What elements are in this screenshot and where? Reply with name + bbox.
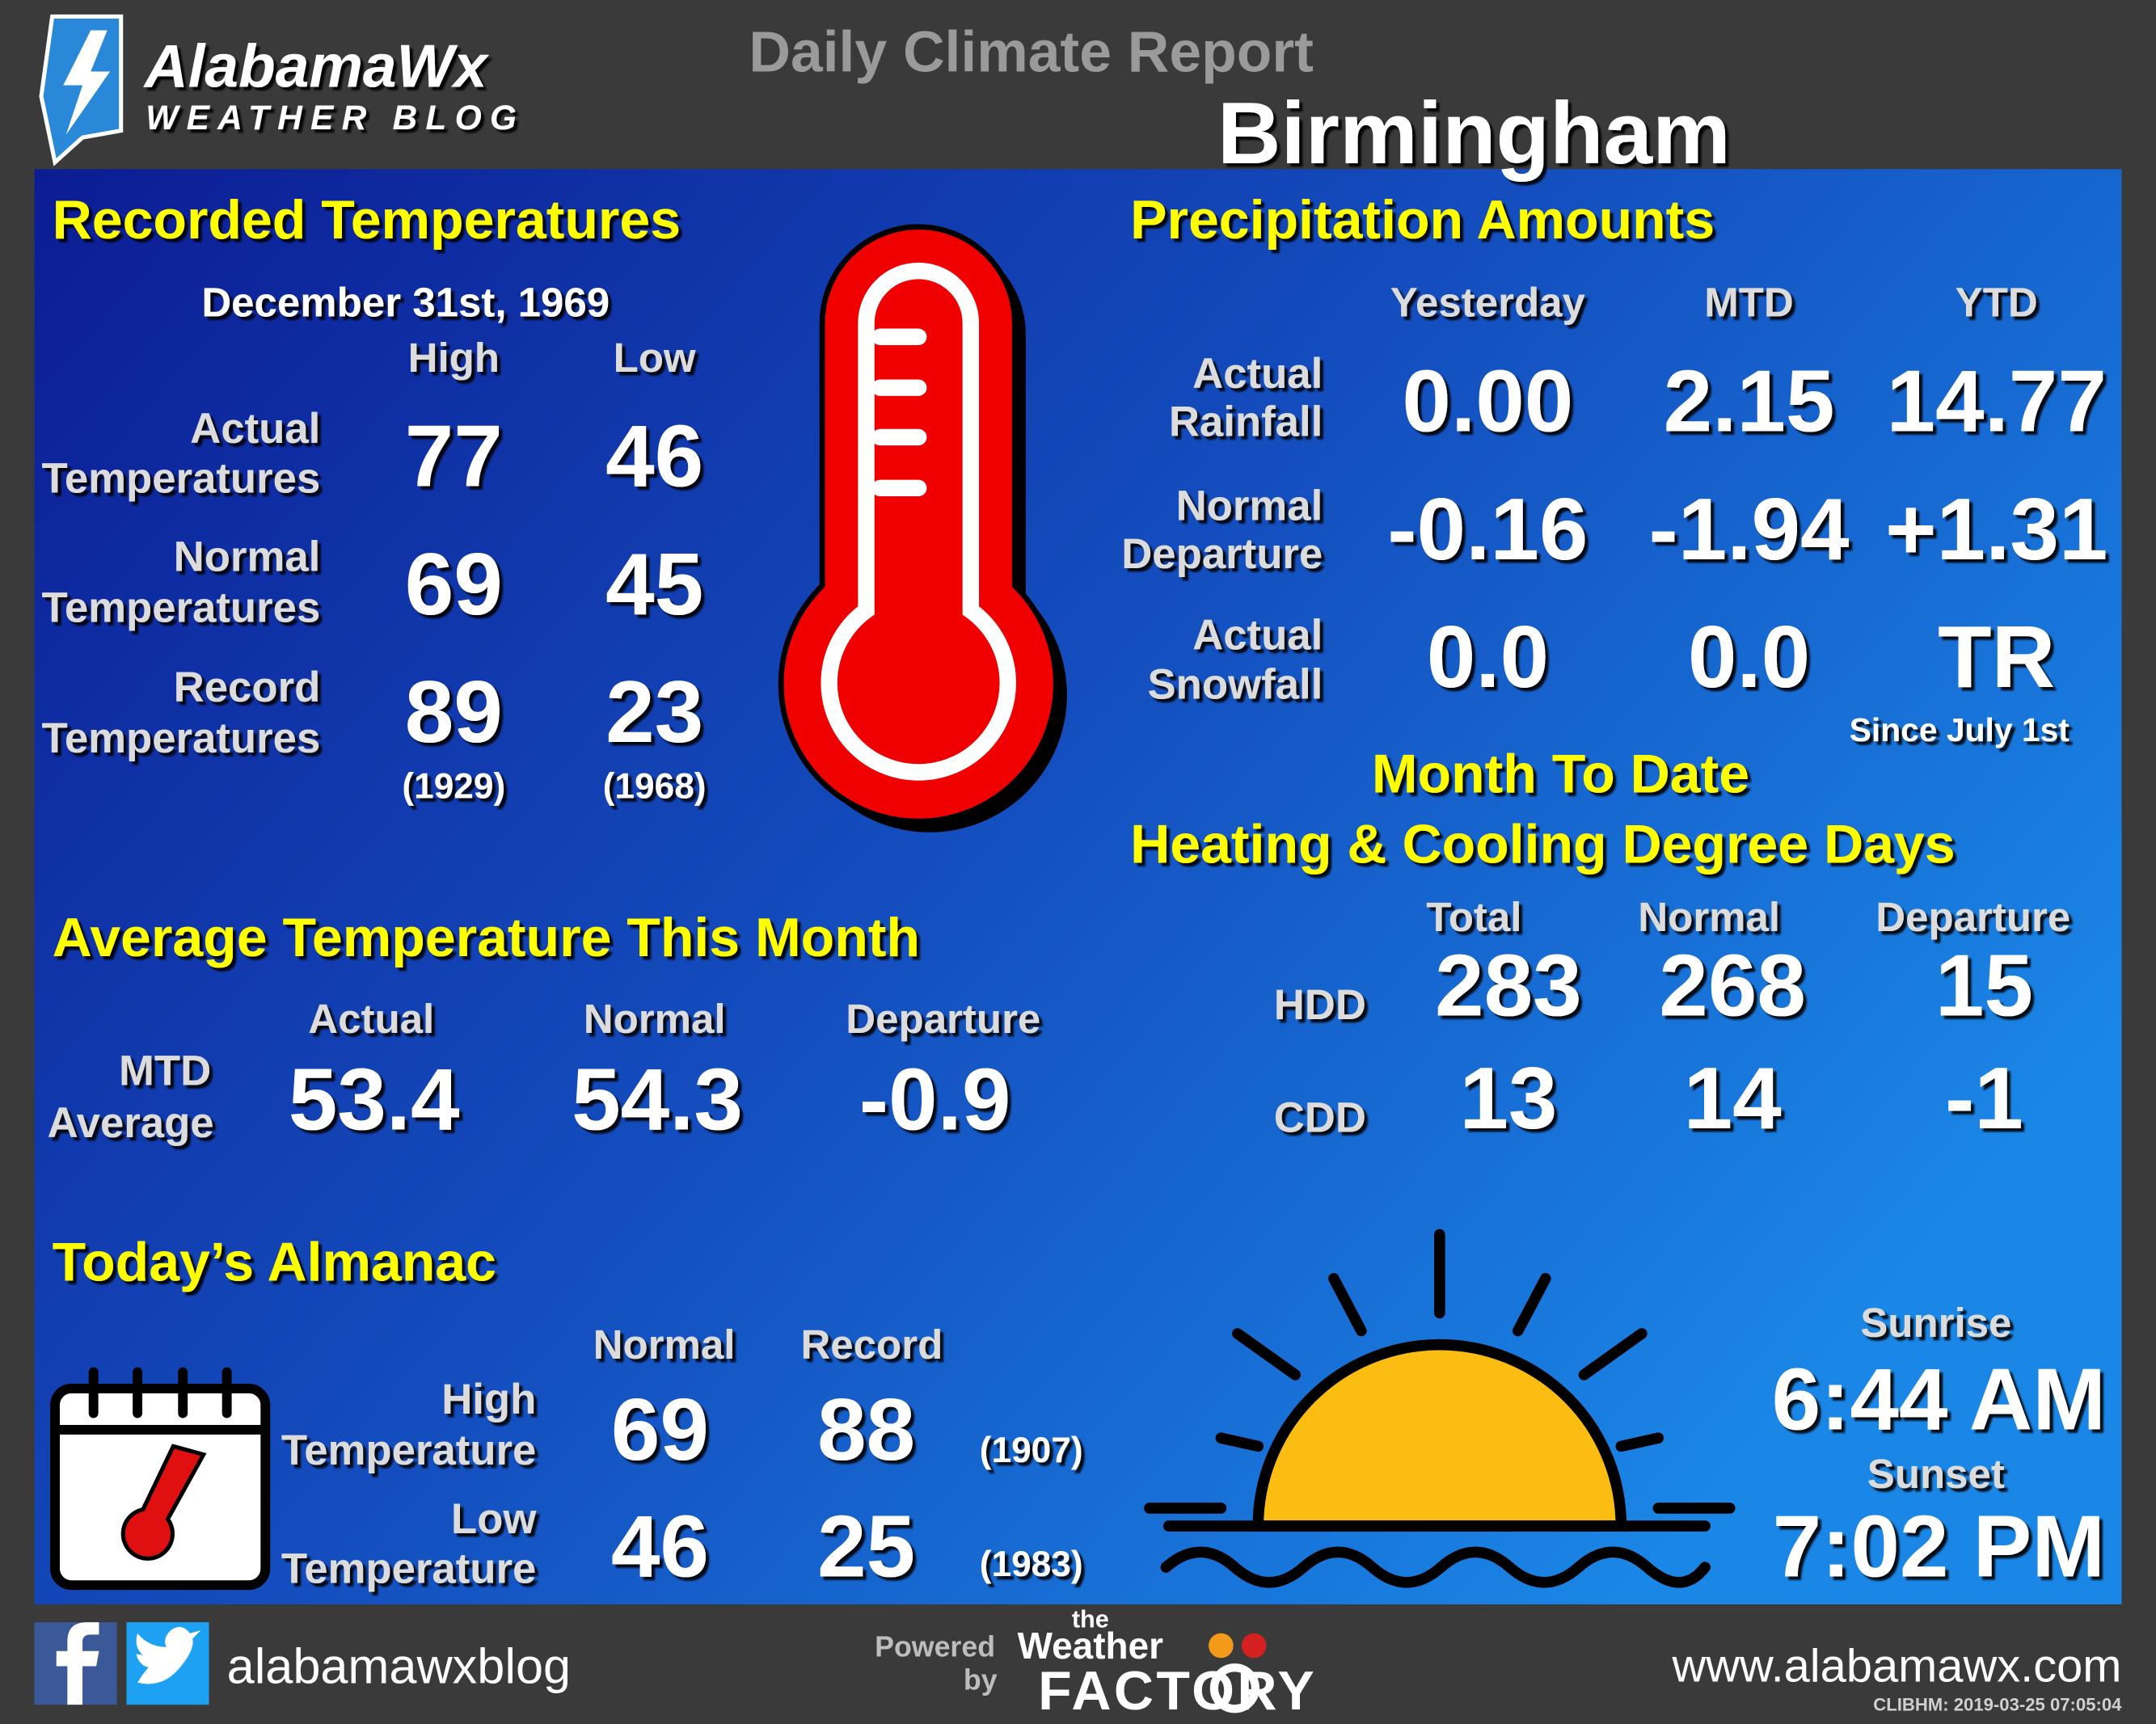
column-header: Yesterday	[1390, 280, 1586, 326]
column-header: Normal	[584, 996, 726, 1042]
value: 268	[1659, 937, 1806, 1035]
record-year: (1907)	[980, 1431, 1083, 1470]
logo-subtitle: WEATHER BLOG	[146, 99, 525, 137]
value: 46	[611, 1498, 709, 1596]
value: 69	[611, 1380, 709, 1479]
value: -1.94	[1648, 480, 1849, 579]
column-header: MTD	[1704, 280, 1794, 326]
panel	[34, 169, 2122, 1604]
value: 53.4	[289, 1051, 460, 1149]
sunrise-label: Sunrise	[1860, 1300, 2011, 1346]
value: -1	[1945, 1049, 2023, 1148]
value: 88	[817, 1380, 915, 1479]
value: 54.3	[572, 1051, 743, 1149]
value: 283	[1435, 937, 1582, 1035]
column-header: Actual	[308, 996, 434, 1042]
twitter-icon[interactable]	[126, 1622, 209, 1705]
value: 45	[605, 535, 703, 634]
value: 15	[1935, 937, 2033, 1035]
thermometer-icon	[778, 224, 1067, 832]
sunrise-time: 6:44 AM	[1772, 1351, 2106, 1449]
column-header: Normal	[1638, 894, 1780, 940]
value: 23	[605, 663, 703, 761]
row-label: Actual	[1192, 350, 1323, 398]
row-label: Actual	[1192, 611, 1323, 659]
value: TR	[1938, 608, 2055, 706]
record-year: (1968)	[603, 766, 707, 806]
brand: the	[1072, 1606, 1109, 1633]
section-title: Recorded Temperatures	[53, 189, 681, 251]
city-name: Birmingham	[1217, 84, 1731, 183]
row-label: Normal	[1176, 482, 1323, 529]
value: -0.16	[1387, 480, 1588, 579]
row-label: Temperature	[281, 1545, 536, 1592]
factory-logo-icon	[1209, 1633, 1267, 1713]
website: www.alabamawx.com	[1671, 1641, 2121, 1692]
value: 14	[1684, 1049, 1782, 1148]
column-header: Departure	[1875, 894, 2070, 940]
logo-icon	[39, 14, 124, 166]
report-title: Daily Climate Report	[749, 20, 1314, 85]
section-title: Precipitation Amounts	[1130, 189, 1715, 251]
value: 46	[605, 407, 703, 506]
record-year: (1983)	[980, 1545, 1083, 1584]
facebook-icon[interactable]	[34, 1622, 117, 1705]
value: 69	[405, 535, 503, 634]
sun-icon	[1144, 1229, 1736, 1588]
brand: Weather	[1018, 1625, 1163, 1667]
row-label: Record	[174, 664, 321, 711]
value: 0.00	[1402, 352, 1573, 451]
column-header: Total	[1426, 894, 1521, 940]
value: 2.15	[1664, 352, 1835, 451]
value: +1.31	[1885, 480, 2107, 579]
date: December 31st, 1969	[201, 280, 610, 326]
social-handle: alabamawxblog	[227, 1639, 571, 1694]
row-label: Snowfall	[1148, 661, 1323, 709]
calendar-icon	[50, 1367, 271, 1591]
row-label: Departure	[1121, 530, 1323, 578]
value: 13	[1459, 1049, 1557, 1148]
logo-title: AlabamaWx	[143, 32, 491, 100]
row-label: Temperatures	[42, 454, 321, 502]
row-label: High	[441, 1376, 536, 1423]
value: 14.77	[1887, 352, 2107, 451]
powered-by: by	[964, 1664, 998, 1697]
row-label: CDD	[1274, 1094, 1366, 1141]
sunset-label: Sunset	[1867, 1451, 2005, 1497]
row-label: HDD	[1274, 981, 1366, 1029]
row-label: Average	[48, 1099, 214, 1147]
value: 89	[405, 663, 503, 761]
record-year: (1929)	[402, 766, 505, 806]
value: 77	[405, 407, 503, 506]
sunset-time: 7:02 PM	[1773, 1498, 2105, 1596]
section-title: Today’s Almanac	[53, 1231, 496, 1292]
row-label: Actual	[190, 405, 320, 453]
timestamp: CLIBHM: 2019-03-25 07:05:04	[1873, 1695, 2122, 1715]
value: -0.9	[859, 1051, 1011, 1149]
row-label: Normal	[174, 533, 321, 580]
column-header: YTD	[1956, 280, 2038, 326]
column-header: Normal	[593, 1321, 736, 1368]
row-label: Rainfall	[1169, 398, 1323, 446]
column-header: Low	[614, 335, 696, 381]
note: Since July 1st	[1850, 711, 2070, 748]
row-label: MTD	[119, 1047, 211, 1095]
column-header: Departure	[846, 996, 1040, 1042]
section-title: Average Temperature This Month	[53, 907, 920, 968]
powered-by: Powered	[875, 1631, 995, 1663]
value: 0.0	[1427, 608, 1549, 706]
column-header: High	[408, 335, 500, 381]
row-label: Temperatures	[42, 584, 321, 631]
row-label: Temperatures	[42, 714, 321, 762]
section-title: Heating & Cooling Degree Days	[1130, 813, 1955, 875]
value: 0.0	[1688, 608, 1810, 706]
brand: FACTORY	[1038, 1660, 1317, 1722]
value: 25	[817, 1498, 915, 1596]
section-title: Month To Date	[1372, 744, 1749, 805]
row-label: Temperature	[281, 1427, 536, 1474]
column-header: Record	[800, 1321, 943, 1368]
row-label: Low	[451, 1495, 537, 1543]
